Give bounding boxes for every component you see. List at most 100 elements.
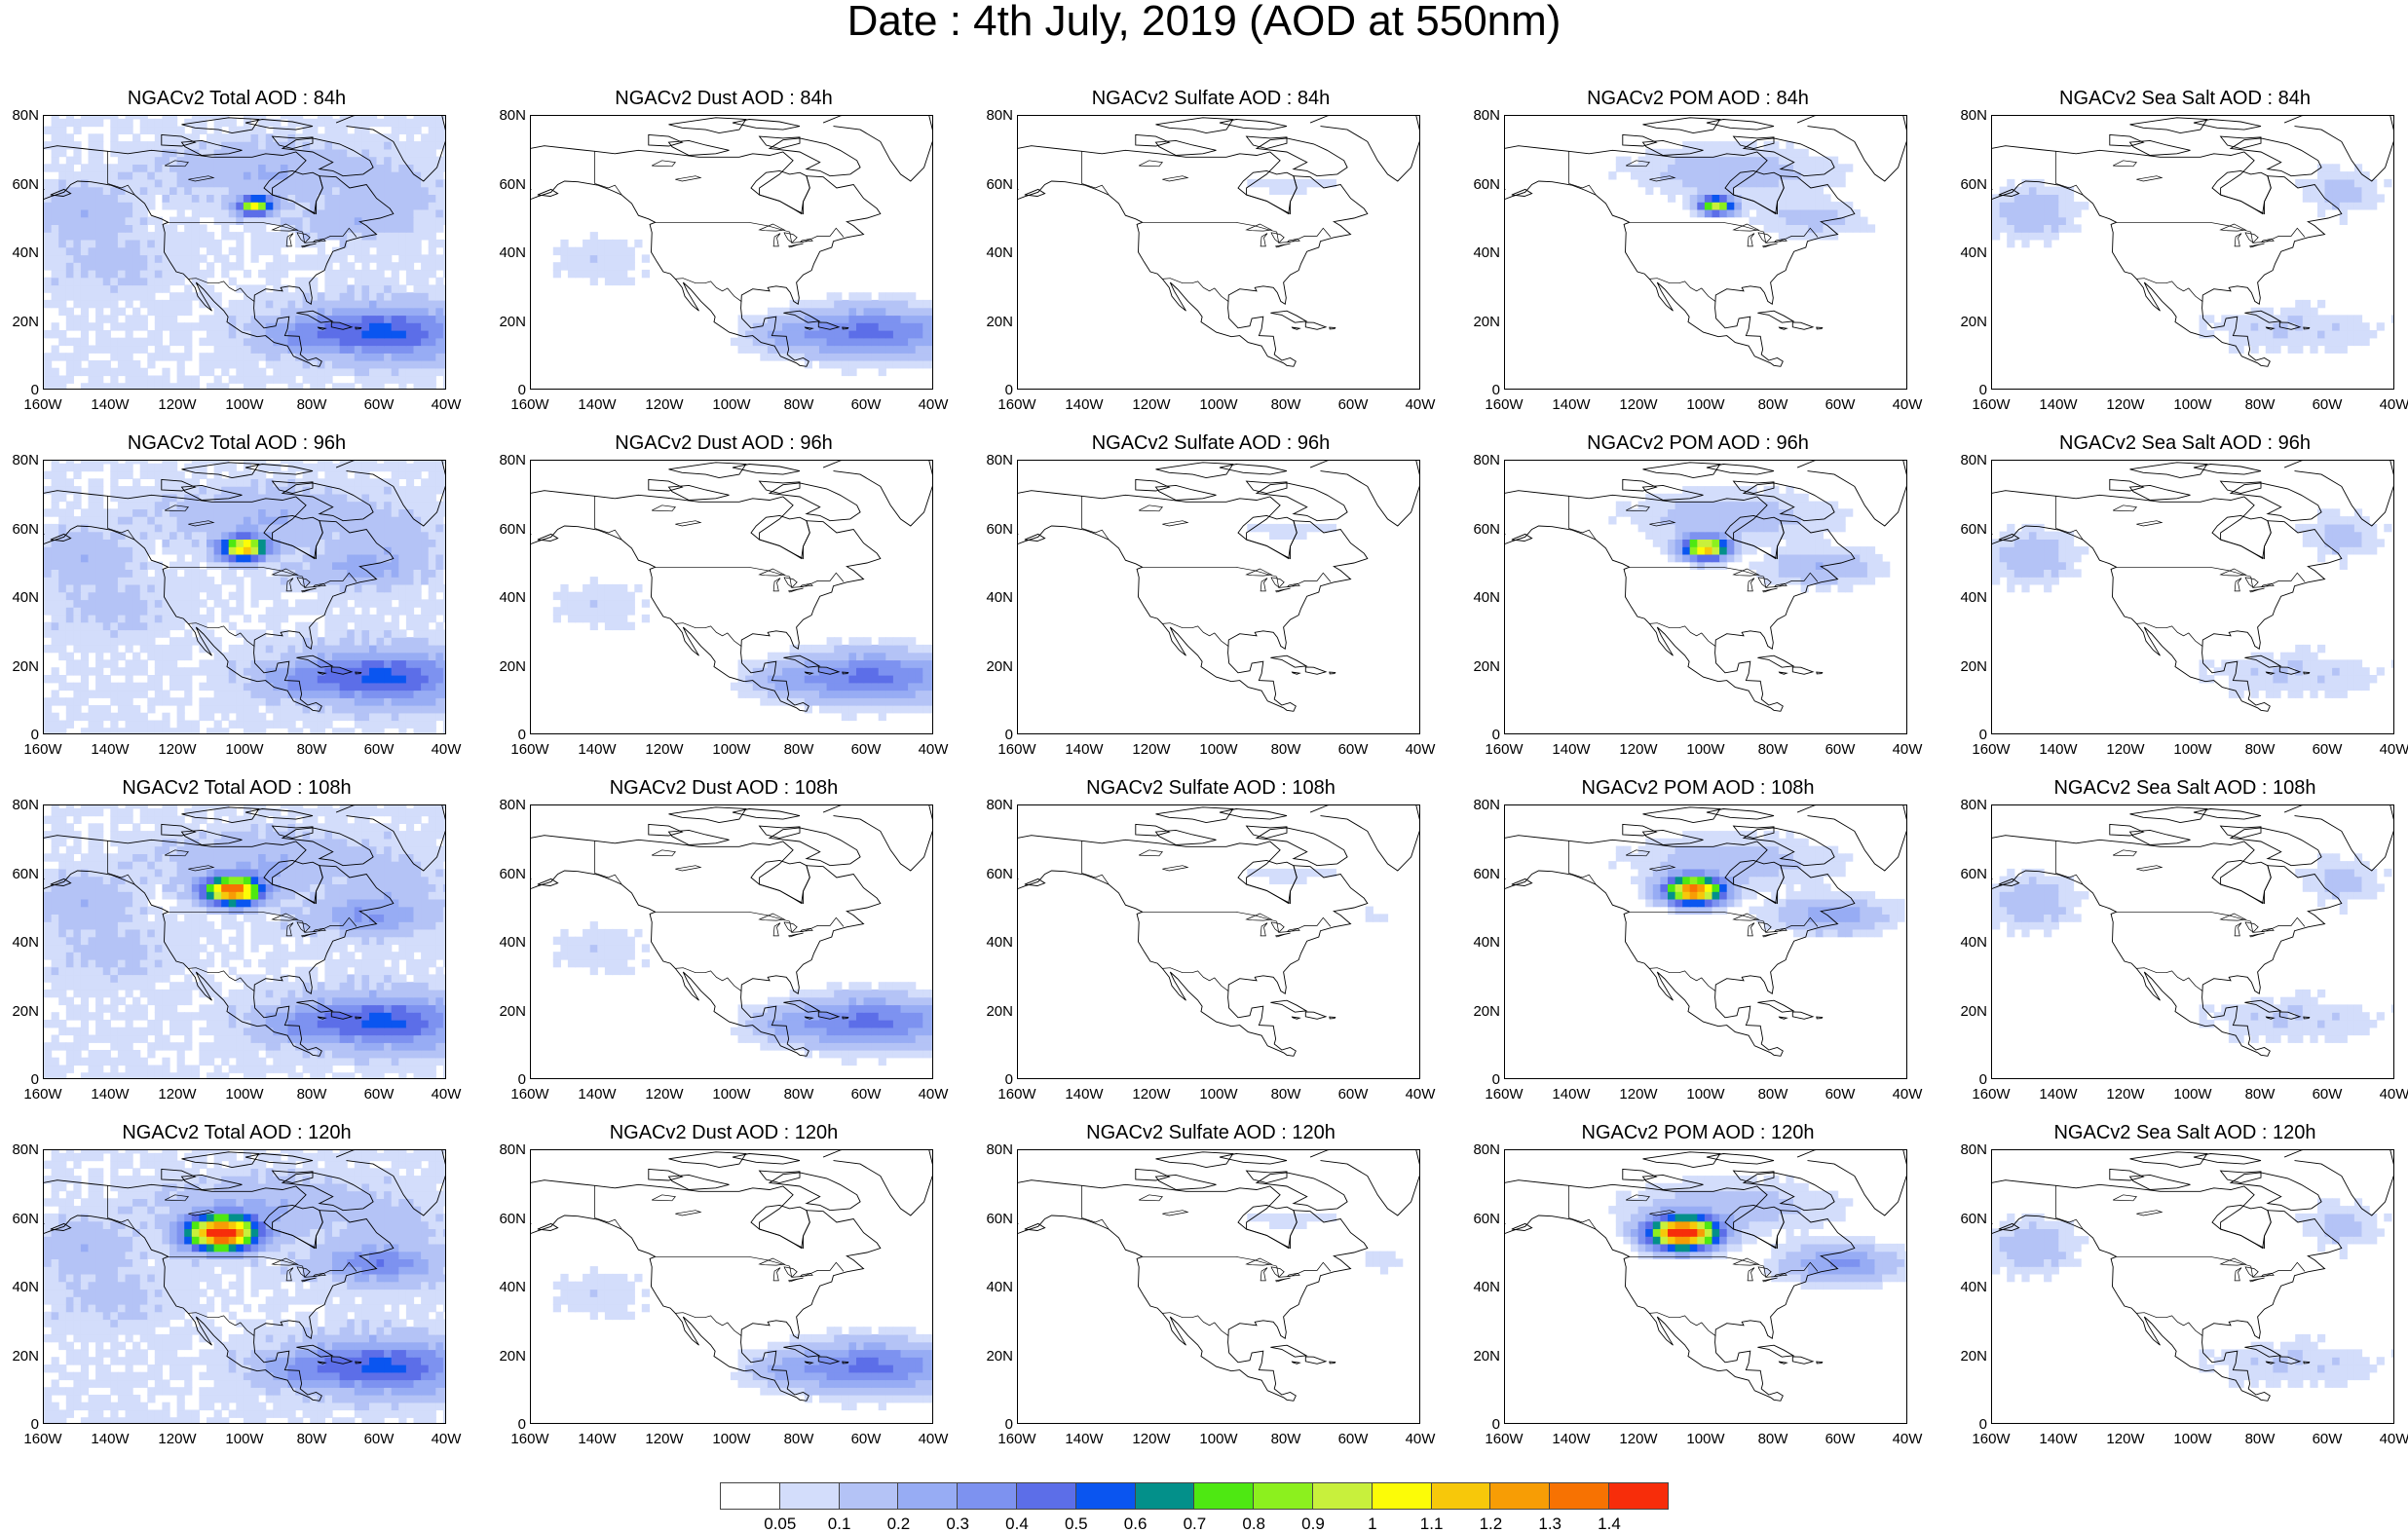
lat-tick-label: 80N [1954,1142,1987,1157]
map-frame [1017,804,1420,1079]
lat-tick-label: 40N [1954,245,1987,260]
aod-shading [553,921,933,1066]
lat-tick-label: 80N [1954,453,1987,467]
lon-tick-label: 140W [1060,742,1109,757]
lat-tick-label: 60N [1954,522,1987,537]
lat-tick-label: 80N [980,108,1013,123]
lat-tick-label: 80N [493,108,526,123]
lon-tick-label: 160W [19,1432,67,1446]
lon-tick-label: 60W [355,1432,403,1446]
lat-tick-label: 60N [6,867,39,881]
coastline [1018,461,1420,711]
lon-tick-label: 140W [1547,397,1596,412]
lat-tick-label: 0 [1954,1072,1987,1087]
lat-tick-label: 0 [6,383,39,397]
lat-tick-label: 60N [493,867,526,881]
colorbar-label: 0.4 [993,1515,1041,1532]
lon-tick-label: 60W [1329,1087,1377,1102]
lat-tick-label: 0 [6,728,39,742]
lat-tick-label: 40N [980,590,1013,605]
aod-map [531,1150,933,1424]
lat-tick-label: 20N [980,315,1013,329]
lat-tick-label: 80N [1467,453,1500,467]
lon-tick-label: 60W [1329,397,1377,412]
map-frame [530,804,933,1079]
lon-tick-label: 100W [1194,1087,1243,1102]
lon-tick-label: 120W [640,1432,689,1446]
lon-tick-label: 80W [1261,1432,1310,1446]
lat-tick-label: 20N [6,1004,39,1019]
lat-tick-label: 60N [980,867,1013,881]
aod-map [1505,461,1907,734]
colorbar-label: 0.5 [1052,1515,1101,1532]
colorbar-swatch [957,1482,1017,1510]
lat-tick-label: 60N [1954,1212,1987,1226]
map-frame [1991,1149,2394,1424]
lon-tick-label: 140W [2034,742,2083,757]
lon-tick-label: 40W [2370,1432,2408,1446]
lat-tick-label: 80N [980,798,1013,812]
panel-title: NGACv2 Dust AOD : 96h [516,432,931,454]
lon-tick-label: 100W [1681,397,1730,412]
lat-tick-label: 0 [1954,1417,1987,1432]
lat-tick-label: 40N [1954,1280,1987,1294]
lon-tick-label: 60W [842,397,890,412]
lon-tick-label: 80W [774,1432,823,1446]
lat-tick-label: 20N [493,1004,526,1019]
lat-tick-label: 60N [1467,177,1500,192]
aod-map [531,116,933,390]
lon-tick-label: 140W [573,1087,621,1102]
lat-tick-label: 60N [6,177,39,192]
lat-tick-label: 40N [6,935,39,950]
lat-tick-label: 40N [980,245,1013,260]
lon-tick-label: 120W [1614,397,1663,412]
map-frame [1504,804,1907,1079]
lat-tick-label: 40N [6,1280,39,1294]
lat-tick-label: 0 [1954,383,1987,397]
lat-tick-label: 0 [1467,1072,1500,1087]
lat-tick-label: 0 [493,383,526,397]
lon-tick-label: 100W [2168,742,2217,757]
colorbar-label: 0.9 [1289,1515,1337,1532]
colorbar-swatch [779,1482,840,1510]
aod-shading [553,577,933,721]
aod-shading [553,232,933,376]
lon-tick-label: 80W [1749,742,1797,757]
colorbar-swatch [1312,1482,1373,1510]
lon-tick-label: 60W [355,742,403,757]
lon-tick-label: 100W [707,1432,756,1446]
lon-tick-label: 60W [842,742,890,757]
lat-tick-label: 40N [1467,245,1500,260]
lat-tick-label: 40N [6,590,39,605]
lon-tick-label: 100W [220,1432,269,1446]
lat-tick-label: 20N [1954,1349,1987,1364]
lat-tick-label: 20N [493,659,526,674]
lat-tick-label: 60N [493,522,526,537]
lon-tick-label: 140W [86,397,134,412]
colorbar-swatch [839,1482,899,1510]
lat-tick-label: 40N [493,245,526,260]
map-frame [530,460,933,734]
map-frame [530,115,933,390]
lon-tick-label: 140W [573,1432,621,1446]
lon-tick-label: 40W [2370,397,2408,412]
lon-tick-label: 120W [153,397,202,412]
lon-tick-label: 120W [640,397,689,412]
lon-tick-label: 120W [640,1087,689,1102]
colorbar-swatch [1075,1482,1136,1510]
lon-tick-label: 160W [506,742,554,757]
lat-tick-label: 20N [1954,315,1987,329]
aod-shading [1608,1176,1907,1290]
lat-tick-label: 20N [1467,315,1500,329]
lon-tick-label: 80W [1261,742,1310,757]
panel-title: NGACv2 Total AOD : 96h [29,432,444,454]
aod-map [1018,805,1420,1079]
panel-title: NGACv2 Total AOD : 120h [29,1122,444,1143]
lon-tick-label: 80W [1261,1087,1310,1102]
aod-map [1018,1150,1420,1424]
map-frame [1017,1149,1420,1424]
map-frame [1017,115,1420,390]
panel-title: NGACv2 POM AOD : 108h [1490,777,1905,799]
lat-tick-label: 60N [1954,867,1987,881]
lon-tick-label: 140W [2034,1432,2083,1446]
